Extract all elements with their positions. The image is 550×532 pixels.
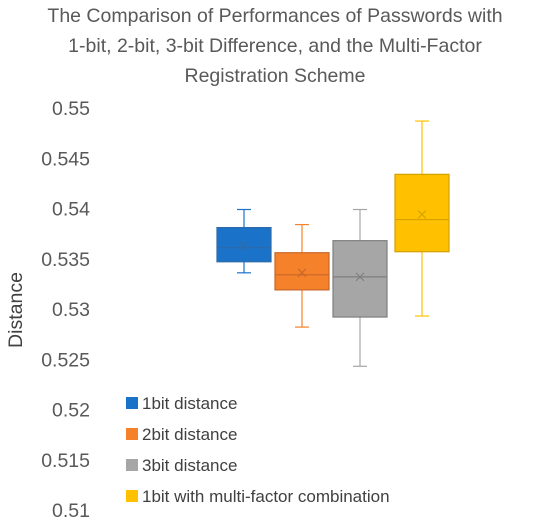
box-series [216,120,450,367]
mean-marker [239,241,249,251]
y-tick-label: 0.55 [52,98,90,120]
legend-label: 2bit distance [142,425,237,444]
legend-swatch [126,397,138,409]
chart-title-line-1: The Comparison of Performances of Passwo… [47,5,502,27]
legend-label: 1bit distance [142,394,237,413]
legend-label: 3bit distance [142,456,237,475]
legend-label: 1bit with multi-factor combination [142,487,390,506]
iqr-box [394,173,450,253]
mean-marker [297,268,307,278]
legend-swatch [126,490,138,502]
y-tick-label: 0.525 [41,349,90,371]
iqr-box [332,240,388,318]
legend-swatch [126,428,138,440]
y-tick-label: 0.52 [52,400,90,422]
box-2 [274,223,330,328]
legend: 1bit distance 2bit distance 3bit distance 1… [126,394,390,506]
y-tick-label: 0.515 [41,450,90,472]
y-tick-label: 0.535 [41,249,90,271]
y-tick-label: 0.51 [52,500,90,522]
y-tick-label: 0.53 [52,299,90,321]
box-3 [332,208,388,367]
box-1 [216,208,272,274]
mean-marker [417,210,427,219]
mean-marker [355,272,365,282]
y-tick-label: 0.545 [41,148,90,170]
y-tick-label: 0.54 [52,199,90,221]
chart-title: The Comparison of Performances of Passwo… [47,5,502,87]
chart-title-line-2: 1-bit, 2-bit, 3-bit Difference, and the … [68,35,482,57]
y-axis-label: Distance [5,272,27,348]
iqr-box [274,252,330,291]
y-axis-ticks: 0.51 0.515 0.52 0.525 0.53 0.535 0.54 0.545 0.55 [41,98,90,522]
iqr-box [216,226,272,263]
chart-title-line-3: Registration Scheme [184,65,365,87]
box-4 [394,120,450,317]
legend-swatch [126,459,138,471]
